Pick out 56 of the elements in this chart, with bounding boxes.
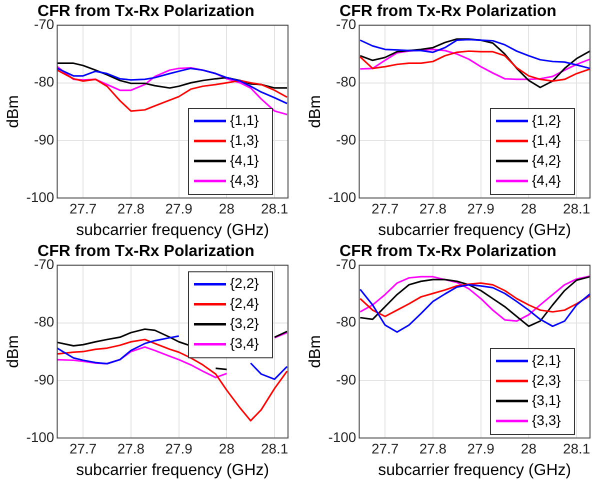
x-tick-label: 28 [520,200,537,216]
legend-label: {2,4} [230,295,260,312]
legend-label: {4,3} [230,172,260,188]
legend-label: {3,1} [532,392,562,408]
legend-label: {4,4} [532,172,562,188]
x-tick-label: 28 [218,440,235,456]
x-tick-label: 27.7 [69,440,97,456]
x-axis-title: subcarrier frequency (GHz) [76,222,270,239]
y-tick-label: -100 [328,428,356,445]
x-tick-label: 28.1 [562,440,590,456]
legend-label: {2,3} [532,372,562,388]
y-tick-label: -80 [34,74,54,90]
y-tick-label: -80 [34,314,54,330]
x-tick-label: 28.1 [260,440,288,456]
legend-label: {2,2} [230,275,260,292]
x-tick-label: 27.7 [371,440,399,456]
legend-label: {3,2} [230,315,260,332]
y-tick-label: -80 [336,314,356,330]
x-axis-title: subcarrier frequency (GHz) [378,462,572,479]
x-tick-label: 27.7 [69,200,97,216]
legend-label: {1,1} [230,112,260,128]
y-tick-label: -100 [26,188,54,205]
x-tick-label: 27.9 [467,440,495,456]
x-tick-label: 28.1 [260,200,288,216]
y-axis-title: dBm [307,95,324,128]
y-tick-label: -90 [336,371,356,388]
legend-label: {1,3} [230,132,260,148]
x-tick-label: 27.9 [165,440,193,456]
x-tick-label: 27.8 [419,200,447,216]
y-axis-title: dBm [5,335,22,368]
legend-label: {1,4} [532,132,562,148]
y-axis-title: dBm [307,335,324,368]
legend-label: {2,1} [532,352,562,368]
x-tick-label: 28 [520,440,537,456]
y-tick-label: -90 [34,371,54,388]
x-tick-label: 28 [218,200,235,216]
x-tick-label: 27.9 [467,200,495,216]
x-tick-label: 27.7 [371,200,399,216]
x-axis-title: subcarrier frequency (GHz) [378,222,572,239]
y-tick-label: -100 [26,428,54,445]
x-tick-label: 27.8 [117,200,145,216]
legend-label: {1,2} [532,112,562,128]
legend-label: {3,4} [230,335,260,352]
y-tick-label: -100 [328,188,356,205]
x-axis-title: subcarrier frequency (GHz) [76,462,270,479]
x-tick-label: 28.1 [562,200,590,216]
y-tick-label: -90 [34,131,54,148]
legend-label: {4,1} [230,152,260,168]
y-axis-title: dBm [5,95,22,128]
y-tick-label: -90 [336,131,356,148]
y-tick-label: -80 [336,74,356,90]
legend-label: {4,2} [532,152,562,168]
x-tick-label: 27.8 [419,440,447,456]
x-tick-label: 27.8 [117,440,145,456]
x-tick-label: 27.9 [165,200,193,216]
legend-label: {3,3} [532,412,562,428]
